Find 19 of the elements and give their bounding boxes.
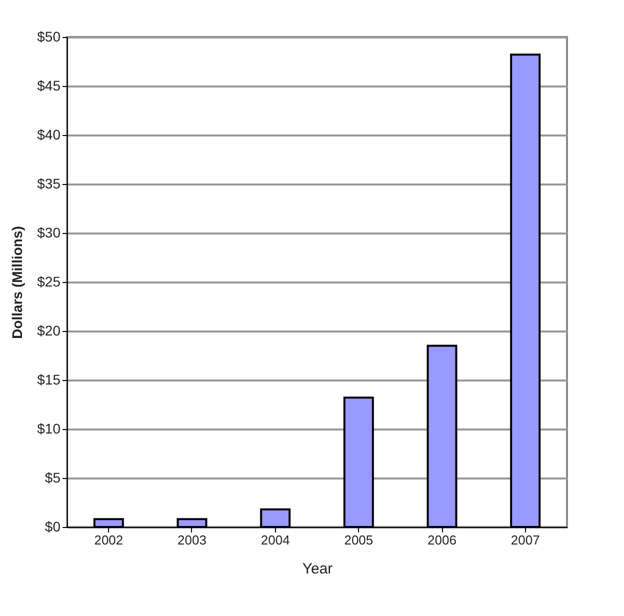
- x-tick-label: 2007: [510, 532, 540, 548]
- x-tick-label: 2003: [178, 532, 206, 548]
- x-tick-label: 2006: [428, 532, 456, 548]
- x-tick-label: 2005: [344, 532, 374, 548]
- y-tick-label: $45: [37, 78, 61, 94]
- x-tick-label: 2002: [94, 532, 124, 548]
- y-tick-label: $50: [37, 28, 61, 44]
- y-tick-label: $35: [37, 176, 61, 192]
- y-tick-label: $20: [37, 322, 61, 338]
- y-tick-label: $40: [37, 126, 61, 142]
- y-tick-label: $25: [37, 274, 61, 290]
- y-tick-label: $30: [37, 224, 61, 240]
- y-tick-label: $15: [37, 372, 61, 388]
- x-axis-title: Year: [302, 560, 333, 578]
- y-axis-title: Dollars (Millions): [9, 226, 26, 339]
- y-tick-label: $10: [37, 420, 61, 436]
- x-tick-label: 2004: [260, 532, 290, 548]
- y-tick-label: $0: [44, 518, 61, 534]
- y-tick-label: $5: [44, 470, 61, 486]
